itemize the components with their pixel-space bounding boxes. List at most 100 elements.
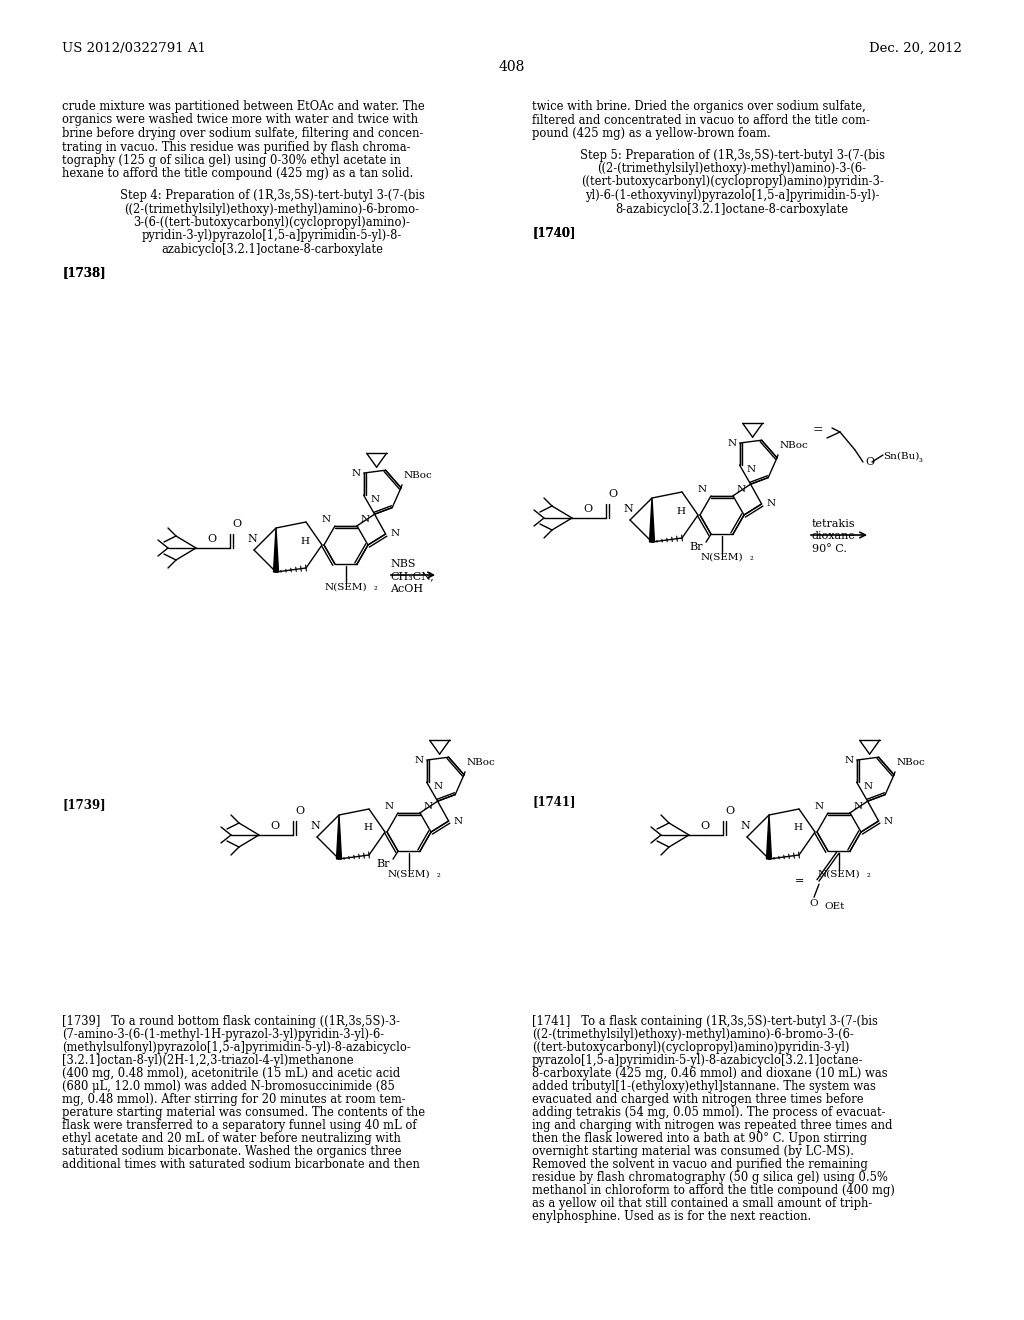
Text: ((tert-butoxycarbonyl)(cyclopropyl)amino)pyridin-3-: ((tert-butoxycarbonyl)(cyclopropyl)amino… (581, 176, 884, 189)
Text: ₂: ₂ (374, 583, 378, 593)
Text: filtered and concentrated in vacuo to afford the title com-: filtered and concentrated in vacuo to af… (532, 114, 869, 127)
Text: [1741]: [1741] (532, 795, 575, 808)
Text: Br: Br (377, 859, 390, 869)
Text: [1740]: [1740] (532, 226, 575, 239)
Text: N: N (863, 783, 872, 791)
Text: N: N (727, 438, 736, 447)
Text: ₂: ₂ (867, 870, 870, 879)
Text: ((2-(trimethylsilyl)ethoxy)-methyl)amino)-6-bromo-3-(6-: ((2-(trimethylsilyl)ethoxy)-methyl)amino… (532, 1028, 854, 1041)
Text: then the flask lowered into a bath at 90° C. Upon stirring: then the flask lowered into a bath at 90… (532, 1133, 867, 1144)
Text: ((tert-butoxycarbonyl)(cyclopropyl)amino)pyridin-3-yl): ((tert-butoxycarbonyl)(cyclopropyl)amino… (532, 1041, 850, 1053)
Text: =: = (795, 876, 804, 886)
Text: N: N (433, 783, 442, 791)
Text: [1740]: [1740] (532, 226, 575, 239)
Text: [1738]: [1738] (62, 267, 105, 280)
Text: N: N (424, 801, 433, 810)
Text: crude mixture was partitioned between EtOAc and water. The: crude mixture was partitioned between Et… (62, 100, 425, 114)
Text: 8-carboxylate (425 mg, 0.46 mmol) and dioxane (10 mL) was: 8-carboxylate (425 mg, 0.46 mmol) and di… (532, 1067, 888, 1080)
Text: O: O (232, 519, 241, 529)
Text: O: O (865, 457, 874, 467)
Text: Dec. 20, 2012: Dec. 20, 2012 (869, 42, 962, 55)
Text: N: N (310, 821, 319, 832)
Text: Br: Br (689, 543, 703, 552)
Text: N: N (247, 535, 257, 544)
Text: saturated sodium bicarbonate. Washed the organics three: saturated sodium bicarbonate. Washed the… (62, 1144, 401, 1158)
Text: ₃: ₃ (919, 455, 923, 465)
Text: N: N (845, 755, 854, 764)
Text: twice with brine. Dried the organics over sodium sulfate,: twice with brine. Dried the organics ove… (532, 100, 865, 114)
Text: (methylsulfonyl)pyrazolo[1,5-a]pyrimidin-5-yl)-8-azabicyclo-: (methylsulfonyl)pyrazolo[1,5-a]pyrimidin… (62, 1041, 411, 1053)
Text: N: N (884, 817, 893, 825)
Text: (7-amino-3-(6-(1-methyl-1H-pyrazol-3-yl)pyridin-3-yl)-6-: (7-amino-3-(6-(1-methyl-1H-pyrazol-3-yl)… (62, 1028, 384, 1041)
Text: pyridin-3-yl)pyrazolo[1,5-a]pyrimidin-5-yl)-8-: pyridin-3-yl)pyrazolo[1,5-a]pyrimidin-5-… (142, 230, 402, 243)
Text: 8-azabicyclo[3.2.1]octane-8-carboxylate: 8-azabicyclo[3.2.1]octane-8-carboxylate (615, 202, 849, 215)
Text: N: N (767, 499, 776, 508)
Polygon shape (337, 814, 341, 859)
Text: N: N (740, 821, 750, 832)
Text: ((2-(trimethylsilyl)ethoxy)-methyl)amino)-6-bromo-: ((2-(trimethylsilyl)ethoxy)-methyl)amino… (125, 202, 420, 215)
Text: evacuated and charged with nitrogen three times before: evacuated and charged with nitrogen thre… (532, 1093, 863, 1106)
Text: CH₃CN,: CH₃CN, (390, 572, 434, 581)
Text: NBoc: NBoc (897, 758, 926, 767)
Text: O: O (208, 535, 216, 544)
Text: added tributyl[1-(ethyloxy)ethyl]stannane. The system was: added tributyl[1-(ethyloxy)ethyl]stannan… (532, 1080, 876, 1093)
Text: N: N (624, 504, 633, 513)
Text: NBoc: NBoc (780, 441, 809, 450)
Text: ((2-(trimethylsilyl)ethoxy)-methyl)amino)-3-(6-: ((2-(trimethylsilyl)ethoxy)-methyl)amino… (597, 162, 866, 176)
Text: pound (425 mg) as a yellow-brown foam.: pound (425 mg) as a yellow-brown foam. (532, 127, 771, 140)
Text: N: N (361, 515, 370, 524)
Text: ing and charging with nitrogen was repeated three times and: ing and charging with nitrogen was repea… (532, 1119, 893, 1133)
Text: H: H (300, 536, 309, 545)
Text: 3-(6-((tert-butoxycarbonyl)(cyclopropyl)amino)-: 3-(6-((tert-butoxycarbonyl)(cyclopropyl)… (133, 216, 411, 228)
Text: pyrazolo[1,5-a]pyrimidin-5-yl)-8-azabicyclo[3.2.1]octane-: pyrazolo[1,5-a]pyrimidin-5-yl)-8-azabicy… (532, 1053, 863, 1067)
Text: 408: 408 (499, 59, 525, 74)
Text: =: = (812, 424, 823, 437)
Text: N: N (390, 529, 399, 539)
Text: overnight starting material was consumed (by LC-MS).: overnight starting material was consumed… (532, 1144, 854, 1158)
Polygon shape (649, 498, 654, 543)
Text: perature starting material was consumed. The contents of the: perature starting material was consumed.… (62, 1106, 425, 1119)
Text: trating in vacuo. This residue was purified by flash chroma-: trating in vacuo. This residue was purif… (62, 140, 411, 153)
Text: 90° C.: 90° C. (812, 544, 847, 554)
Text: Removed the solvent in vacuo and purified the remaining: Removed the solvent in vacuo and purifie… (532, 1158, 868, 1171)
Text: NBoc: NBoc (467, 758, 496, 767)
Text: O: O (700, 821, 710, 832)
Text: O: O (608, 488, 617, 499)
Text: N: N (351, 469, 360, 478)
Text: N: N (854, 801, 863, 810)
Text: organics were washed twice more with water and twice with: organics were washed twice more with wat… (62, 114, 418, 127)
Text: [1741]   To a flask containing (1R,3s,5S)-tert-butyl 3-(7-(bis: [1741] To a flask containing (1R,3s,5S)-… (532, 1015, 878, 1028)
Text: Step 5: Preparation of (1R,3s,5S)-tert-butyl 3-(7-(bis: Step 5: Preparation of (1R,3s,5S)-tert-b… (580, 149, 885, 161)
Text: N(SEM): N(SEM) (818, 869, 860, 878)
Text: [1739]   To a round bottom flask containing ((1R,3s,5S)-3-: [1739] To a round bottom flask containin… (62, 1015, 400, 1028)
Text: H: H (676, 507, 685, 516)
Text: NBS: NBS (390, 558, 416, 569)
Text: US 2012/0322791 A1: US 2012/0322791 A1 (62, 42, 206, 55)
Text: N: N (698, 484, 707, 494)
Text: O: O (725, 807, 734, 816)
Polygon shape (273, 528, 279, 572)
Text: N: N (415, 755, 424, 764)
Text: ethyl acetate and 20 mL of water before neutralizing with: ethyl acetate and 20 mL of water before … (62, 1133, 400, 1144)
Text: Sn(Bu): Sn(Bu) (883, 451, 920, 461)
Text: tography (125 g of silica gel) using 0-30% ethyl acetate in: tography (125 g of silica gel) using 0-3… (62, 154, 401, 168)
Text: residue by flash chromatography (50 g silica gel) using 0.5%: residue by flash chromatography (50 g si… (532, 1171, 888, 1184)
Text: H: H (362, 824, 372, 833)
Text: methanol in chloroform to afford the title compound (400 mg): methanol in chloroform to afford the tit… (532, 1184, 895, 1197)
Text: [1738]: [1738] (62, 267, 105, 280)
Text: O: O (584, 504, 593, 513)
Text: ₂: ₂ (437, 870, 440, 879)
Text: NBoc: NBoc (404, 471, 433, 479)
Polygon shape (767, 814, 771, 859)
Text: [1739]: [1739] (62, 799, 105, 810)
Text: N: N (454, 817, 463, 825)
Text: yl)-6-(1-ethoxyvinyl)pyrazolo[1,5-a]pyrimidin-5-yl)-: yl)-6-(1-ethoxyvinyl)pyrazolo[1,5-a]pyri… (585, 189, 880, 202)
Text: (400 mg, 0.48 mmol), acetonitrile (15 mL) and acetic acid: (400 mg, 0.48 mmol), acetonitrile (15 mL… (62, 1067, 400, 1080)
Text: dioxane: dioxane (812, 531, 856, 541)
Text: O: O (810, 899, 818, 908)
Text: enylphosphine. Used as is for the next reaction.: enylphosphine. Used as is for the next r… (532, 1210, 811, 1224)
Text: Step 4: Preparation of (1R,3s,5S)-tert-butyl 3-(7-(bis: Step 4: Preparation of (1R,3s,5S)-tert-b… (120, 189, 424, 202)
Text: AcOH: AcOH (390, 583, 423, 594)
Text: N: N (737, 484, 746, 494)
Text: flask were transferred to a separatory funnel using 40 mL of: flask were transferred to a separatory f… (62, 1119, 417, 1133)
